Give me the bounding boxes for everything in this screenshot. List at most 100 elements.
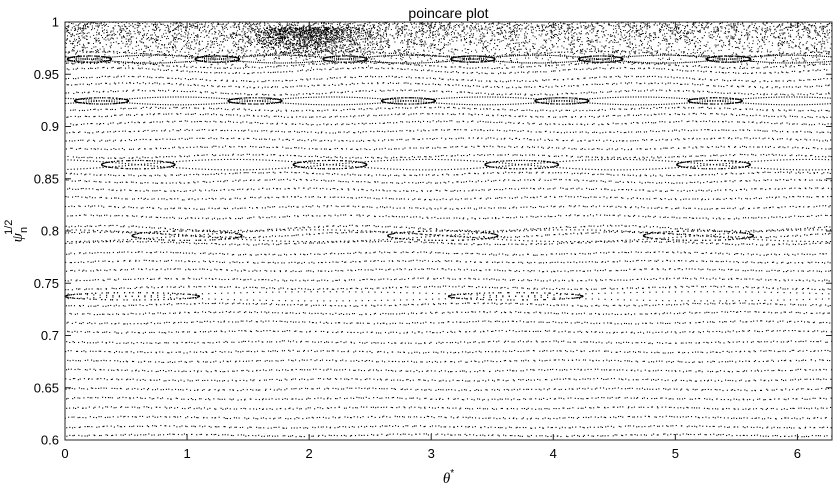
surface-point [399,370,401,372]
surface-point [285,312,287,314]
surface-point [548,388,550,390]
surface-point [447,321,449,323]
surface-point [827,288,829,290]
surface-point [111,387,113,389]
surface-point [120,406,123,408]
surface-point [418,352,421,354]
surface-point [530,379,532,381]
surface-point [533,270,535,272]
surface-point [240,351,242,353]
surface-point [104,331,106,333]
surface-point [670,331,673,333]
surface-point [213,434,215,436]
surface-point [106,270,108,272]
surface-point [100,416,102,418]
surface-point [337,288,339,290]
surface-point [551,426,553,429]
surface-point [108,350,110,353]
surface-point [626,369,628,371]
surface-point [545,340,547,343]
surface-point [167,352,169,354]
surface-point [350,360,352,362]
surface-point [677,321,679,324]
surface-point [613,369,615,371]
surface-point [381,425,383,427]
surface-point [825,378,827,380]
surface-point [197,360,199,362]
surface-point [562,407,564,409]
surface-point [686,278,689,280]
surface-point [288,262,290,264]
surface-point [505,302,507,304]
surface-point [697,302,699,305]
surface-point [247,427,249,429]
surface-point [392,360,394,363]
surface-point [803,312,805,315]
surface-point [282,427,284,429]
surface-point [799,279,801,281]
surface-point [429,426,431,428]
surface-point [578,313,580,315]
surface-point [242,388,244,391]
surface-point [627,313,630,315]
surface-point [155,425,158,427]
surface-point [640,269,642,271]
surface-point [715,371,717,373]
surface-point [654,286,656,288]
surface-point [167,433,169,436]
surface-point [254,286,257,289]
surface-point [278,417,280,419]
surface-point [811,434,813,437]
surface-point [246,418,248,420]
surface-point [561,279,564,281]
surface-point [605,369,608,371]
surface-point [342,270,344,272]
surface-point [819,369,821,371]
surface-point [772,320,774,322]
surface-point [448,260,450,262]
surface-point [181,407,184,410]
surface-point [798,379,800,381]
surface-point [170,286,172,288]
surface-point [407,313,409,315]
surface-point [756,369,759,371]
surface-point [757,398,759,400]
surface-point [91,288,93,290]
surface-point [305,408,307,410]
surface-point [404,268,406,270]
surface-point [691,425,693,427]
surface-point [672,425,674,427]
surface-point [194,389,196,391]
surface-point [298,262,300,264]
surface-point [467,342,469,344]
surface-point [281,304,283,306]
surface-point [211,278,213,280]
surface-point [430,398,432,400]
surface-point [613,288,615,290]
surface-point [125,406,127,408]
surface-point [257,389,259,391]
surface-point [193,425,195,427]
surface-point [216,380,218,382]
surface-point [318,434,320,437]
surface-point [551,271,553,273]
surface-point [757,370,760,372]
surface-point [369,378,371,380]
surface-point [538,270,540,272]
surface-point [593,288,595,290]
surface-point [761,330,763,333]
surface-point [285,270,287,272]
surface-point [102,396,104,398]
surface-point [231,321,234,323]
surface-point [270,270,272,272]
surface-point [116,342,118,344]
surface-point [531,303,533,305]
surface-point [442,330,444,333]
surface-point [74,368,76,371]
surface-point [435,398,437,400]
surface-point [452,379,454,381]
surface-point [143,342,145,344]
surface-point [544,330,546,332]
surface-point [108,260,110,263]
surface-point [378,279,380,281]
